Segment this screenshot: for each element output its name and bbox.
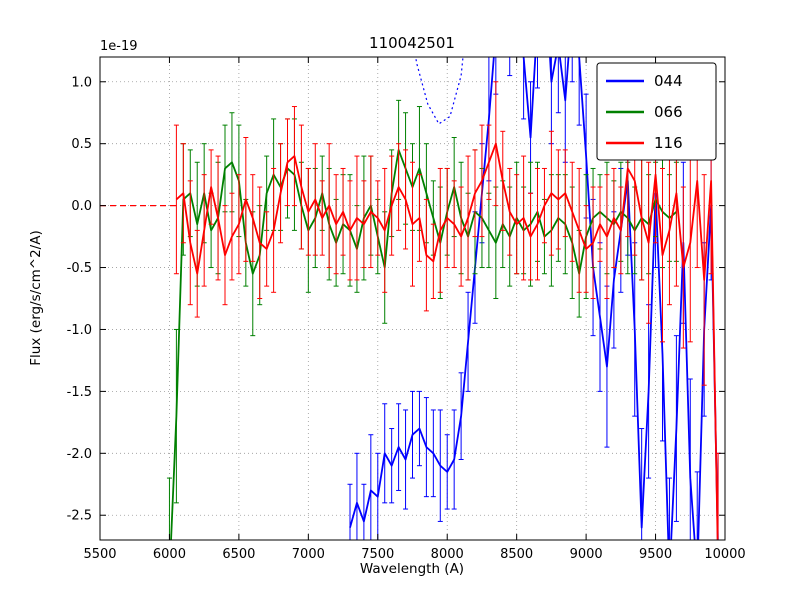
legend: 044 066 116	[596, 62, 717, 161]
y-tick-label: 1.0	[71, 75, 92, 90]
x-tick-label: 8500	[500, 547, 533, 562]
x-tick-label: 9500	[639, 547, 672, 562]
x-tick-label: 6500	[222, 547, 255, 562]
y-tick-label: 0.5	[71, 137, 92, 152]
x-tick-label: 9000	[570, 547, 603, 562]
series-line-044	[349, 57, 719, 540]
y-tick-label: -2.0	[67, 447, 92, 462]
data-layer	[100, 57, 721, 540]
x-axis-label: Wavelength (A)	[360, 561, 464, 577]
error-bars-066	[166, 99, 679, 540]
x-tick-label: 7000	[292, 547, 325, 562]
y-tick-label: -1.0	[67, 323, 92, 338]
series-066	[166, 99, 679, 540]
x-tick-label: 6000	[153, 547, 186, 562]
legend-entry-label: 066	[654, 103, 683, 121]
series-line-066	[170, 148, 677, 540]
y-tick-label: -2.5	[67, 509, 92, 524]
tick-labels: 5500 6000 6500 7000 7500 8000 8500 9000 9500 1000…	[67, 75, 746, 562]
y-tick-label: -1.5	[67, 385, 92, 400]
y-axis-label: Flux (erg/s/cm^2/A)	[28, 230, 44, 365]
plot-area: 5500 6000 6500 7000 7500 8000 8500 9000 9500 1000…	[67, 56, 746, 562]
y-tick-label: -0.5	[67, 261, 92, 276]
series-116	[173, 81, 721, 540]
x-tick-label: 8000	[431, 547, 464, 562]
series-line-116	[175, 142, 719, 540]
legend-entry-label: 044	[654, 72, 683, 90]
blue-dotted-curve	[415, 57, 464, 125]
chart-title: 110042501	[369, 34, 455, 52]
legend-box	[596, 62, 717, 161]
x-tick-label: 5500	[83, 547, 116, 562]
y-axis-offset-label: 1e-19	[100, 39, 138, 54]
y-tick-label: 0.0	[71, 199, 92, 214]
ticks	[99, 57, 726, 540]
legend-entry-label: 116	[654, 134, 683, 152]
x-tick-label: 10000	[704, 547, 745, 562]
axes-frame	[99, 56, 726, 541]
x-tick-label: 7500	[361, 547, 394, 562]
